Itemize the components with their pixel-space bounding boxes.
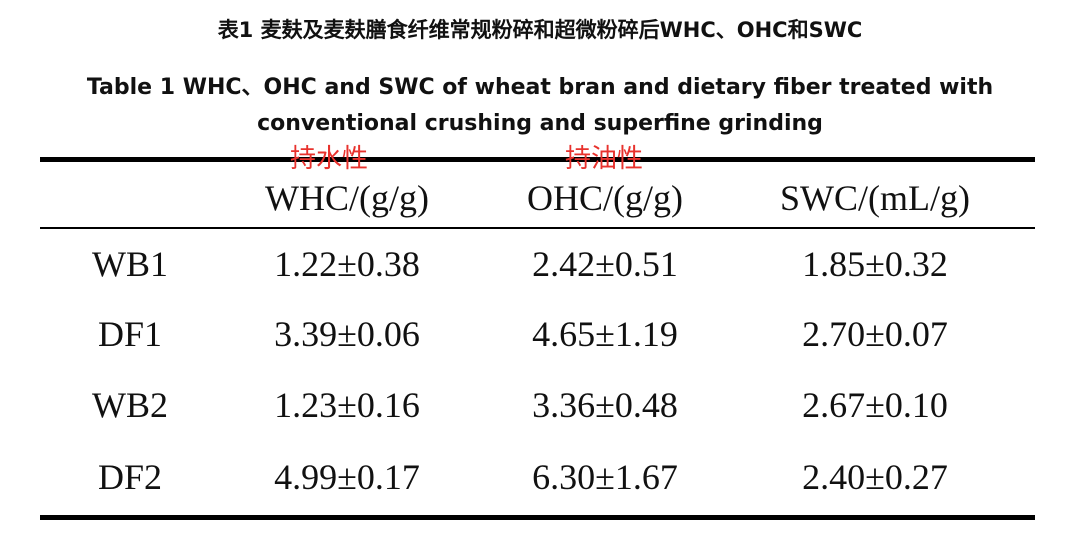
row-label: WB1: [92, 244, 168, 284]
cell: 1.22±0.38: [274, 244, 420, 284]
cell: 2.67±0.10: [802, 385, 948, 425]
cell: 3.36±0.48: [532, 385, 678, 425]
row-label: WB2: [92, 385, 168, 425]
cell: 6.30±1.67: [532, 457, 678, 497]
column-header: SWC/(mL/g): [780, 178, 970, 218]
title: 表1 麦麸及麦麸膳食纤维常规粉碎和超微粉碎后WHC、OHC和SWC: [217, 18, 863, 42]
column-header: WHC/(g/g): [265, 178, 429, 218]
bottom-rule: [40, 515, 1035, 520]
subtitle: Table 1 WHC、OHC and SWC of wheat bran an…: [86, 75, 994, 136]
top-rule: [40, 157, 1035, 162]
row-label: DF1: [97, 314, 163, 354]
cell: 2.70±0.07: [802, 314, 948, 354]
cell: 2.40±0.27: [802, 457, 948, 497]
cell: 3.39±0.06: [274, 314, 420, 354]
annotation: 持油性: [565, 144, 644, 174]
header-rule: [40, 227, 1035, 229]
cell: 1.85±0.32: [802, 244, 948, 284]
column-header: OHC/(g/g): [527, 178, 683, 218]
cell: 4.99±0.17: [274, 457, 420, 497]
row-label: DF2: [97, 457, 163, 497]
cell: 1.23±0.16: [274, 385, 420, 425]
cell: 4.65±1.19: [532, 314, 678, 354]
annotation: 持水性: [290, 144, 369, 174]
cell: 2.42±0.51: [532, 244, 678, 284]
